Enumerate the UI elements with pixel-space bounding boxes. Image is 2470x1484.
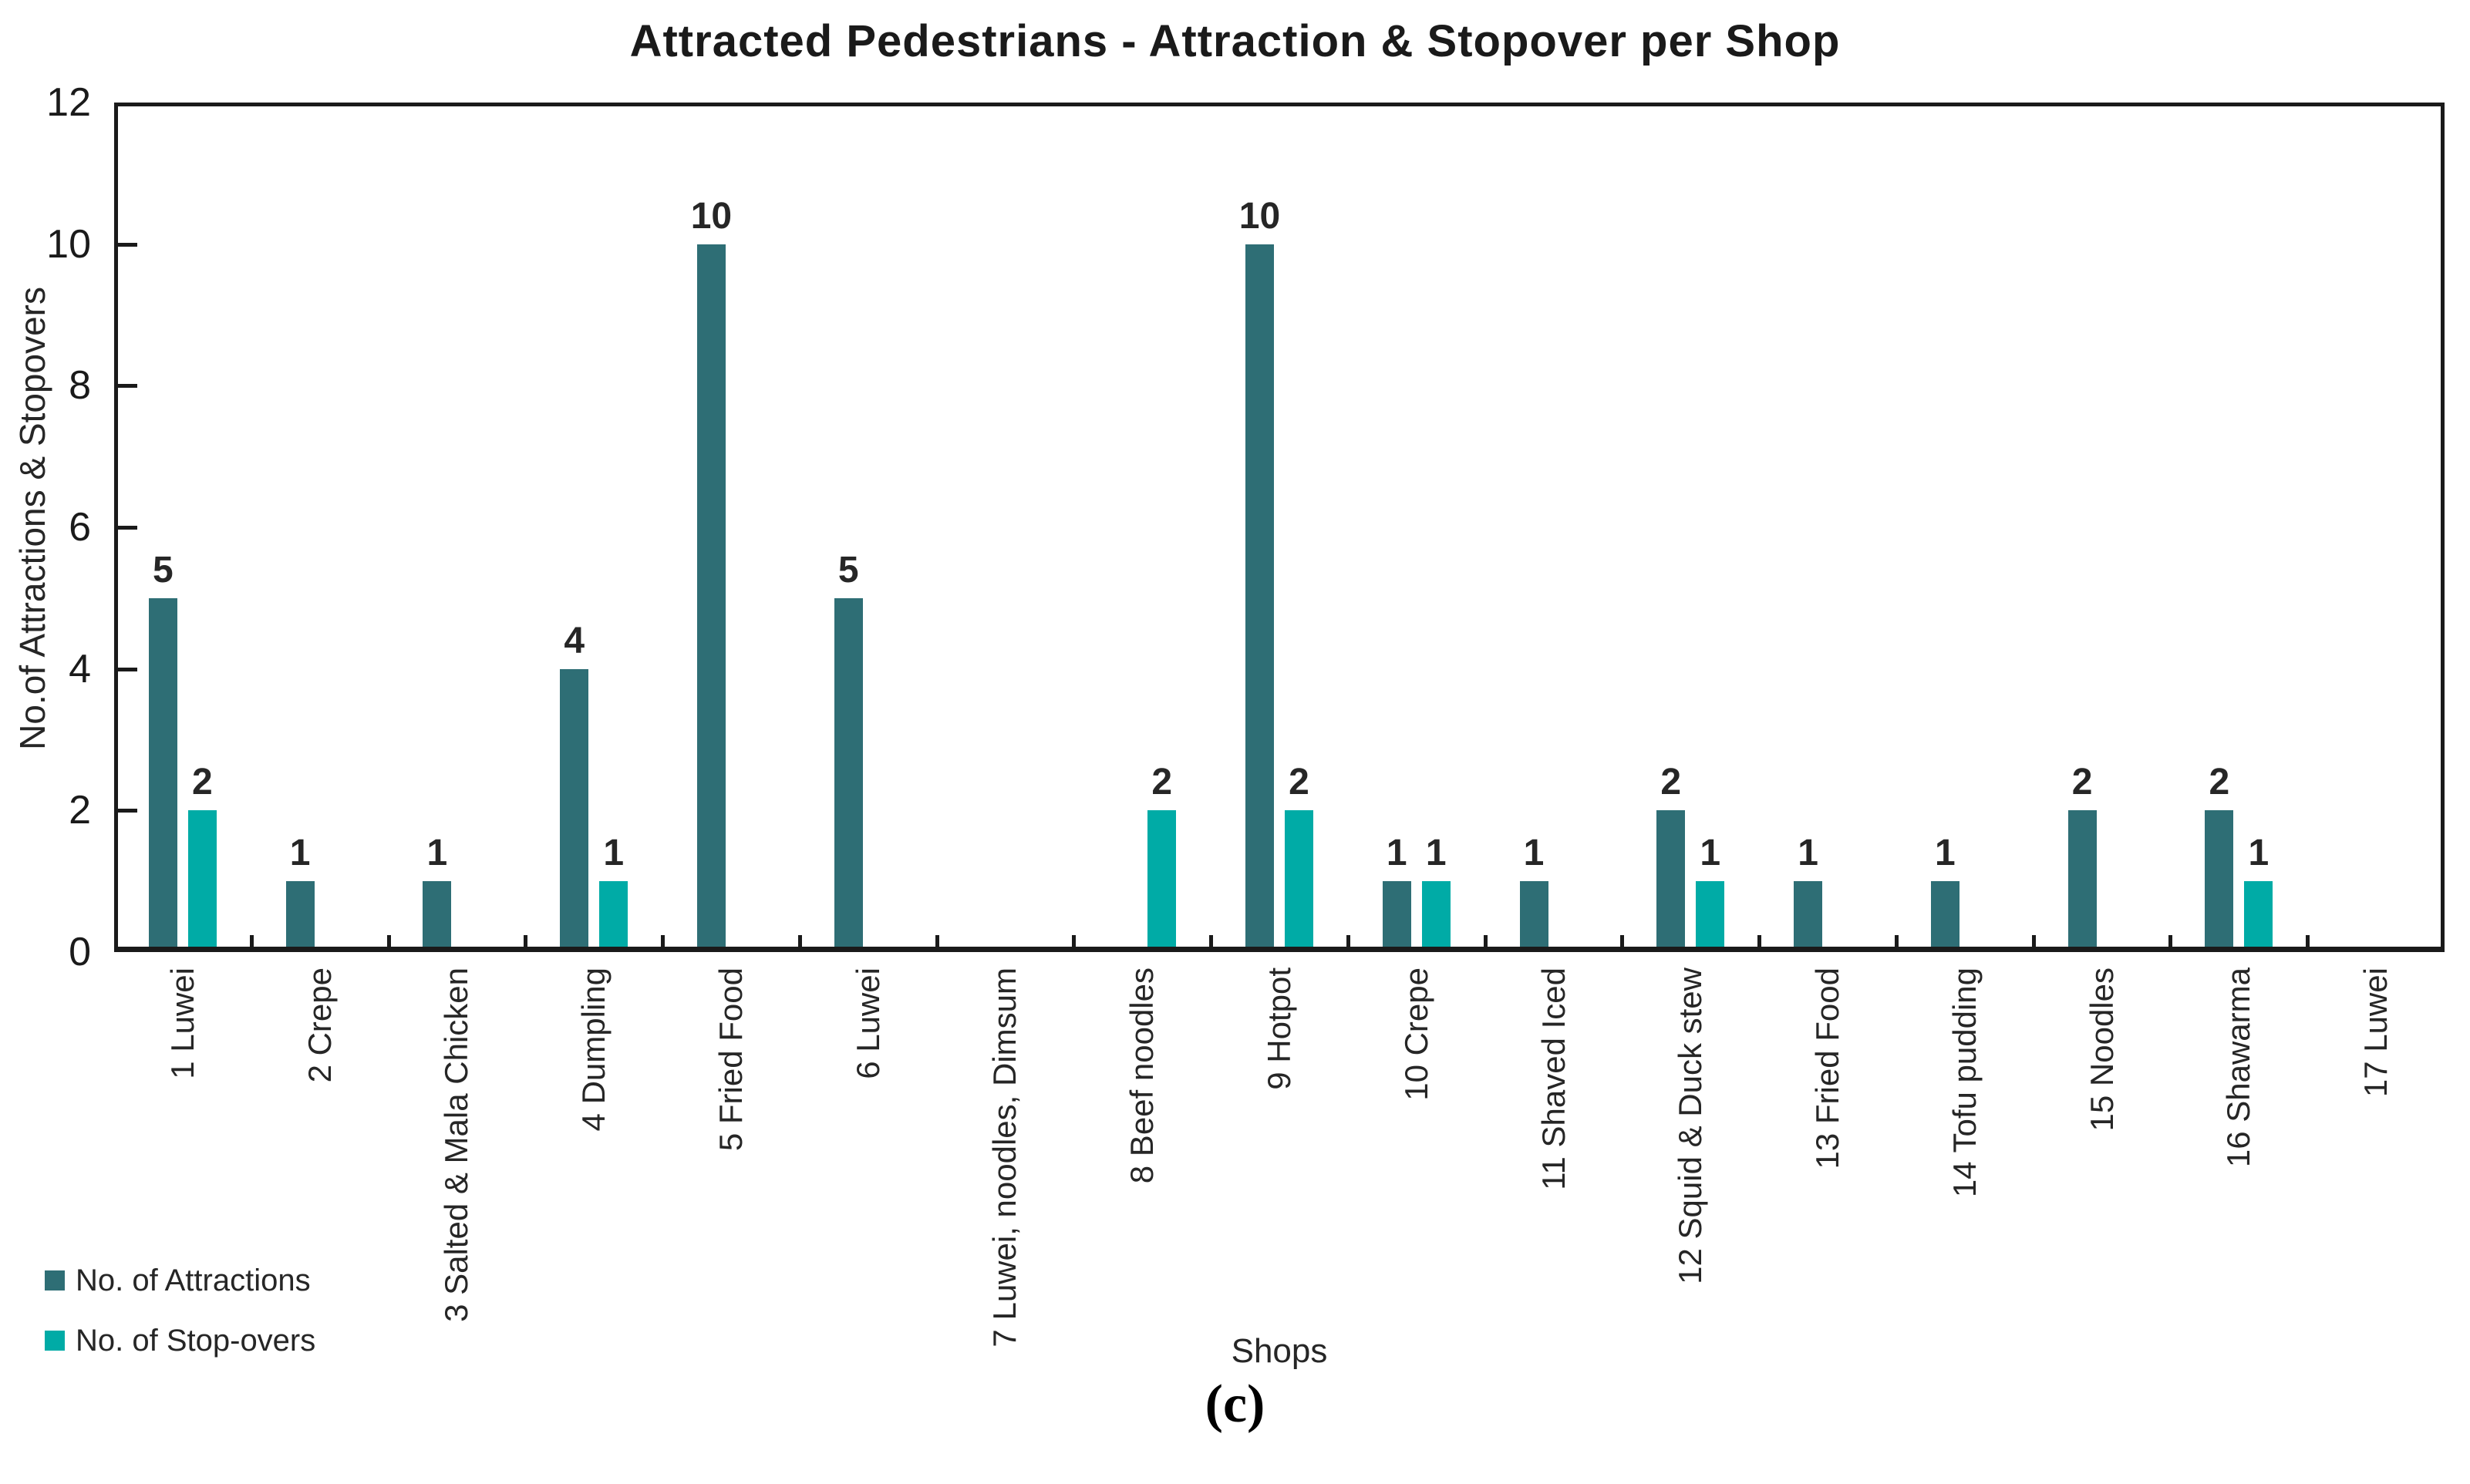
x-tick — [2306, 935, 2310, 952]
x-category-label: 8 Beef noodles — [1124, 967, 1161, 1184]
bar-value-label: 1 — [1700, 833, 1721, 874]
bar-attractions — [1382, 881, 1411, 952]
legend-label-attractions: No. of Attractions — [76, 1263, 311, 1297]
bar-attractions — [1519, 881, 1548, 952]
bar-value-label: 2 — [192, 762, 213, 803]
legend-item-stopovers: No. of Stop-overs — [45, 1311, 315, 1371]
bar-value-label: 2 — [1289, 762, 1309, 803]
y-tick — [114, 384, 137, 389]
x-category-label: 11 Shaved Iced — [1535, 967, 1572, 1190]
bar-stopovers — [1147, 810, 1177, 952]
bar-stopovers — [187, 810, 217, 952]
legend-label-stopovers: No. of Stop-overs — [76, 1323, 316, 1358]
legend-swatch-attractions — [45, 1270, 65, 1291]
bar-value-label: 10 — [1238, 195, 1281, 237]
x-tick — [249, 935, 254, 952]
bar-stopovers — [1421, 881, 1451, 952]
x-category-label: 13 Fried Food — [1809, 967, 1846, 1169]
bar-value-label: 4 — [564, 620, 585, 661]
bar-value-label: 1 — [1386, 833, 1407, 874]
bar-value-label: 1 — [426, 833, 448, 874]
bar-attractions — [1656, 810, 1686, 952]
figure-caption: (c) — [1205, 1375, 1265, 1434]
bar-value-label: 1 — [603, 833, 625, 874]
x-category-label: 17 Luwei — [2357, 967, 2394, 1098]
bar-value-label: 1 — [1934, 833, 1956, 874]
y-tick — [114, 667, 137, 671]
bar-stopovers — [1696, 881, 1725, 952]
x-tick — [1894, 935, 1899, 952]
x-category-label: 6 Luwei — [849, 967, 886, 1079]
bar-value-label: 1 — [1523, 833, 1545, 874]
bar-value-label: 2 — [1660, 762, 1682, 803]
bar-attractions — [560, 668, 589, 952]
bar-value-label: 10 — [690, 195, 733, 237]
bar-attractions — [834, 597, 863, 952]
x-tick — [386, 935, 391, 952]
x-category-label: 2 Crepe — [301, 967, 338, 1083]
bar-value-label: 1 — [1798, 833, 1818, 874]
bar-value-label: 2 — [2209, 762, 2230, 803]
x-tick — [524, 935, 528, 952]
y-tick — [114, 526, 137, 530]
x-tick — [2031, 935, 2036, 952]
x-tick — [1620, 935, 1625, 952]
x-tick — [1209, 935, 1214, 952]
y-tick-label: 2 — [69, 788, 91, 833]
bar-value-label: 1 — [2248, 833, 2270, 874]
legend: No. of Attractions No. of Stop-overs — [45, 1250, 315, 1371]
bar-attractions — [2067, 810, 2097, 952]
bar-value-label: 2 — [1151, 762, 1173, 803]
x-category-label: 12 Squid & Duck stew — [1672, 967, 1709, 1284]
y-tick-label: 12 — [46, 80, 91, 125]
x-category-label: 4 Dumpling — [575, 967, 612, 1132]
y-tick-label: 10 — [46, 221, 91, 267]
x-tick — [1072, 935, 1077, 952]
x-category-label: 9 Hotpot — [1261, 967, 1297, 1090]
x-category-label: 15 Noodles — [2083, 967, 2120, 1132]
bar-attractions — [1245, 244, 1274, 952]
x-tick — [1346, 935, 1350, 952]
chart-title: Attracted Pedestrians - Attraction & Sto… — [629, 16, 1841, 66]
x-tick — [661, 935, 666, 952]
bar-value-label: 5 — [153, 549, 174, 591]
bar-value-label: 5 — [837, 549, 859, 591]
x-tick — [797, 935, 802, 952]
x-category-label: 10 Crepe — [1397, 967, 1434, 1101]
x-category-label: 1 Luwei — [163, 967, 200, 1079]
bar-attractions — [1794, 881, 1823, 952]
y-tick — [114, 809, 137, 813]
bar-stopovers — [1285, 810, 1313, 952]
x-category-label: 5 Fried Food — [712, 967, 749, 1152]
bar-value-label: 2 — [2071, 762, 2093, 803]
x-tick — [2168, 935, 2173, 952]
bar-value-label: 1 — [1425, 833, 1447, 874]
plot-area: 5 1 1 4 10 5 10 1 1 2 1 1 2 2 2 1 2 2 1 1 1 — [114, 103, 2445, 952]
bar-attractions — [1930, 881, 1959, 952]
bar-value-label: 1 — [289, 833, 311, 874]
bar-attractions — [2205, 810, 2234, 952]
x-category-label: 14 Tofu pudding — [1946, 967, 1983, 1198]
bar-stopovers — [2244, 881, 2273, 952]
x-category-label: 7 Luwei, noodles, Dimsum — [986, 967, 1023, 1348]
bar-attractions — [148, 597, 177, 952]
x-axis-title: Shops — [1231, 1332, 1328, 1370]
bar-attractions — [696, 244, 726, 952]
y-tick — [114, 242, 137, 247]
x-category-label: 3 Salted & Mala Chicken — [438, 967, 475, 1322]
y-tick-label: 4 — [69, 646, 91, 692]
legend-item-attractions: No. of Attractions — [45, 1250, 315, 1311]
bar-stopovers — [599, 881, 628, 952]
y-tick-label: 8 — [69, 363, 91, 409]
bar-attractions — [285, 881, 315, 952]
bar-attractions — [423, 881, 452, 952]
x-tick — [1757, 935, 1762, 952]
x-tick — [935, 935, 939, 952]
x-tick — [1483, 935, 1488, 952]
legend-swatch-stopovers — [45, 1331, 65, 1351]
y-tick-label: 0 — [69, 930, 91, 974]
y-tick-label: 6 — [69, 505, 91, 550]
x-category-label: 16 Shawarma — [2220, 967, 2257, 1168]
